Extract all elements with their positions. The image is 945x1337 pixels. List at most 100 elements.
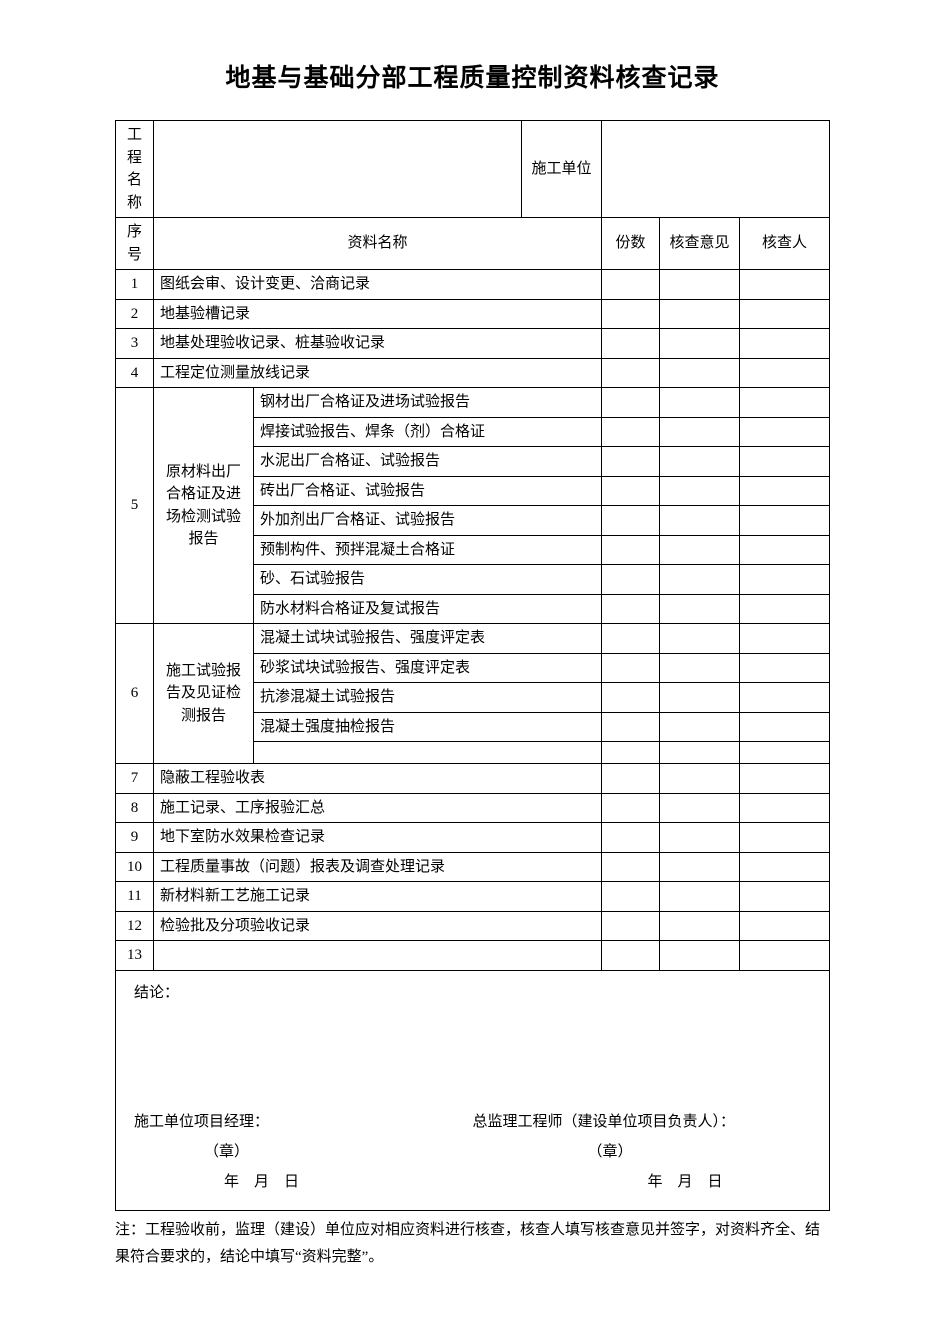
inspector-cell[interactable] [739,270,829,300]
opinion-cell[interactable] [659,653,739,683]
inspector-cell[interactable] [739,565,829,595]
material-name: 砂、石试验报告 [254,565,602,595]
inspector-cell[interactable] [739,447,829,477]
construction-unit-label: 施工单位 [521,121,601,218]
copies-cell[interactable] [601,299,659,329]
row-no: 8 [116,793,154,823]
inspector-cell[interactable] [739,506,829,536]
inspector-cell[interactable] [739,388,829,418]
inspector-cell[interactable] [739,764,829,794]
row-no: 4 [116,358,154,388]
row-no: 2 [116,299,154,329]
copies-cell[interactable] [601,476,659,506]
inspector-cell[interactable] [739,417,829,447]
inspector-cell[interactable] [739,941,829,971]
inspector-cell[interactable] [739,624,829,654]
opinion-cell[interactable] [659,388,739,418]
copies-cell[interactable] [601,388,659,418]
char: 序 [122,221,147,244]
copies-cell[interactable] [601,535,659,565]
opinion-cell[interactable] [659,565,739,595]
opinion-cell[interactable] [659,358,739,388]
inspector-cell[interactable] [739,882,829,912]
page-title: 地基与基础分部工程质量控制资料核查记录 [115,58,830,94]
copies-cell[interactable] [601,270,659,300]
inspector-cell[interactable] [739,476,829,506]
opinion-cell[interactable] [659,941,739,971]
copies-cell[interactable] [601,447,659,477]
opinion-cell[interactable] [659,852,739,882]
opinion-cell[interactable] [659,911,739,941]
copies-cell[interactable] [601,712,659,742]
inspector-cell[interactable] [739,911,829,941]
opinion-cell[interactable] [659,742,739,764]
material-name: 砂浆试块试验报告、强度评定表 [254,653,602,683]
copies-cell[interactable] [601,594,659,624]
opinion-cell[interactable] [659,594,739,624]
inspector-cell[interactable] [739,299,829,329]
material-name: 预制构件、预拌混凝土合格证 [254,535,602,565]
opinion-cell[interactable] [659,793,739,823]
opinion-cell[interactable] [659,624,739,654]
opinion-cell[interactable] [659,535,739,565]
opinion-cell[interactable] [659,764,739,794]
copies-cell[interactable] [601,358,659,388]
signature-left: 施工单位项目经理： （章） 年 月 日 [134,1107,473,1197]
inspector-cell[interactable] [739,742,829,764]
copies-cell[interactable] [601,329,659,359]
copies-cell[interactable] [601,941,659,971]
opinion-cell[interactable] [659,683,739,713]
row-no: 10 [116,852,154,882]
col-material-header: 资料名称 [154,218,602,270]
material-name: 工程定位测量放线记录 [154,358,602,388]
copies-cell[interactable] [601,624,659,654]
copies-cell[interactable] [601,506,659,536]
conclusion-body[interactable] [134,1004,811,1107]
opinion-cell[interactable] [659,712,739,742]
opinion-cell[interactable] [659,299,739,329]
inspector-cell[interactable] [739,852,829,882]
inspector-cell[interactable] [739,793,829,823]
copies-cell[interactable] [601,764,659,794]
copies-cell[interactable] [601,823,659,853]
material-name: 地下室防水效果检查记录 [154,823,602,853]
copies-cell[interactable] [601,653,659,683]
inspector-cell[interactable] [739,535,829,565]
inspector-cell[interactable] [739,653,829,683]
opinion-cell[interactable] [659,823,739,853]
material-name: 水泥出厂合格证、试验报告 [254,447,602,477]
char: 号 [122,244,147,267]
copies-cell[interactable] [601,793,659,823]
copies-cell[interactable] [601,683,659,713]
copies-cell[interactable] [601,911,659,941]
opinion-cell[interactable] [659,447,739,477]
inspector-cell[interactable] [739,683,829,713]
col-no-header: 序 号 [116,218,154,270]
inspector-cell[interactable] [739,594,829,624]
project-name-value[interactable] [154,121,522,218]
copies-cell[interactable] [601,852,659,882]
opinion-cell[interactable] [659,270,739,300]
inspector-cell[interactable] [739,329,829,359]
table-row: 10 工程质量事故（问题）报表及调查处理记录 [116,852,830,882]
group-label: 原材料出厂合格证及进场检测试验报告 [154,388,254,624]
material-name: 防水材料合格证及复试报告 [254,594,602,624]
construction-unit-value[interactable] [601,121,829,218]
inspector-cell[interactable] [739,358,829,388]
copies-cell[interactable] [601,742,659,764]
material-name: 混凝土试块试验报告、强度评定表 [254,624,602,654]
inspector-cell[interactable] [739,823,829,853]
table-row: 13 [116,941,830,971]
opinion-cell[interactable] [659,882,739,912]
copies-cell[interactable] [601,882,659,912]
col-inspector-header: 核查人 [739,218,829,270]
opinion-cell[interactable] [659,417,739,447]
inspector-cell[interactable] [739,712,829,742]
copies-cell[interactable] [601,417,659,447]
date-label: 年 月 日 [134,1167,473,1197]
copies-cell[interactable] [601,565,659,595]
opinion-cell[interactable] [659,329,739,359]
opinion-cell[interactable] [659,476,739,506]
char: 工 [122,124,147,147]
opinion-cell[interactable] [659,506,739,536]
